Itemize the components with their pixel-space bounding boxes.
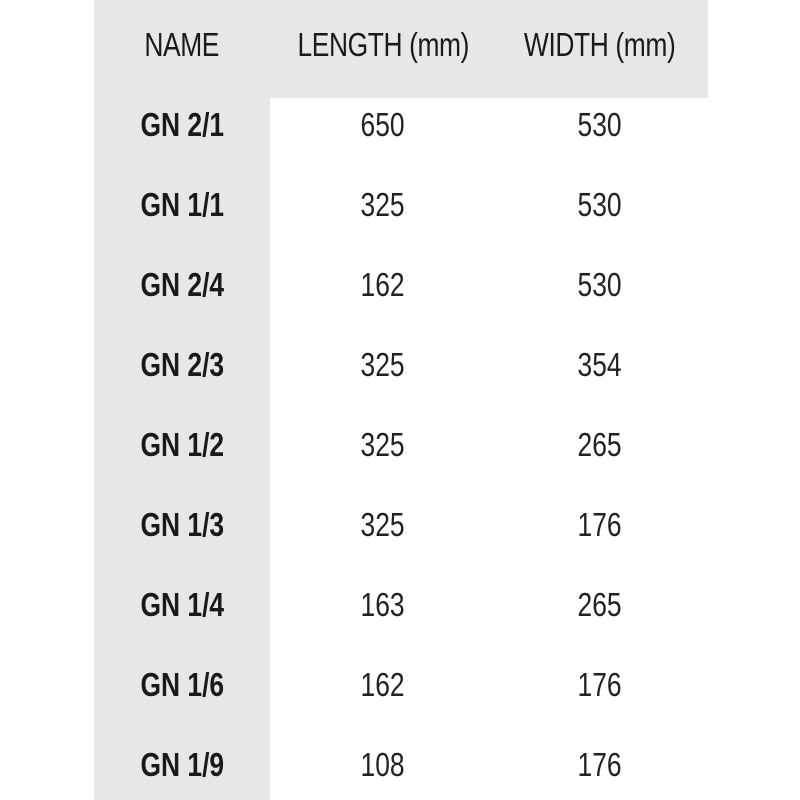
- cell-name: GN 1/4: [62, 585, 302, 625]
- header-length: LENGTH (mm): [263, 25, 503, 65]
- cell-length: 163: [263, 585, 503, 625]
- cell-text: 265: [577, 586, 623, 623]
- cell-text: GN 1/1: [140, 186, 224, 223]
- cell-text: 530: [577, 106, 623, 143]
- cell-length: 325: [263, 185, 503, 225]
- cell-name: GN 1/1: [62, 185, 302, 225]
- header-label: LENGTH (mm): [297, 26, 469, 63]
- cell-width: 265: [480, 425, 720, 465]
- cell-length: 108: [263, 745, 503, 785]
- cell-text: GN 1/4: [140, 586, 224, 623]
- cell-name: GN 2/1: [62, 105, 302, 145]
- cell-text: 325: [360, 426, 406, 463]
- cell-name: GN 1/2: [62, 425, 302, 465]
- header-label: WIDTH (mm): [524, 26, 676, 63]
- cell-length: 325: [263, 345, 503, 385]
- header-width: WIDTH (mm): [480, 25, 720, 65]
- cell-name: GN 1/3: [62, 505, 302, 545]
- cell-text: GN 2/3: [140, 346, 224, 383]
- cell-text: 176: [577, 666, 623, 703]
- header-label: NAME: [144, 26, 220, 63]
- cell-text: 530: [577, 186, 623, 223]
- cell-text: GN 2/1: [140, 106, 224, 143]
- cell-text: 325: [360, 506, 406, 543]
- cell-text: 530: [577, 266, 623, 303]
- cell-width: 265: [480, 585, 720, 625]
- cell-width: 530: [480, 265, 720, 305]
- cell-text: 650: [360, 106, 406, 143]
- cell-text: 325: [360, 346, 406, 383]
- header-name: NAME: [62, 25, 302, 65]
- cell-length: 325: [263, 425, 503, 465]
- cell-text: 163: [360, 586, 406, 623]
- cell-width: 176: [480, 745, 720, 785]
- cell-text: 176: [577, 506, 623, 543]
- cell-name: GN 2/4: [62, 265, 302, 305]
- cell-name: GN 1/9: [62, 745, 302, 785]
- cell-text: 176: [577, 746, 623, 783]
- cell-text: 265: [577, 426, 623, 463]
- name-column-background: [94, 0, 270, 800]
- cell-width: 176: [480, 505, 720, 545]
- cell-text: 162: [360, 266, 406, 303]
- cell-text: GN 2/4: [140, 266, 224, 303]
- cell-width: 176: [480, 665, 720, 705]
- cell-length: 162: [263, 665, 503, 705]
- cell-text: 162: [360, 666, 406, 703]
- cell-text: GN 1/6: [140, 666, 224, 703]
- cell-text: GN 1/2: [140, 426, 224, 463]
- cell-length: 325: [263, 505, 503, 545]
- cell-width: 530: [480, 185, 720, 225]
- cell-length: 162: [263, 265, 503, 305]
- cell-text: 354: [577, 346, 623, 383]
- cell-text: GN 1/9: [140, 746, 224, 783]
- cell-name: GN 2/3: [62, 345, 302, 385]
- cell-width: 530: [480, 105, 720, 145]
- cell-name: GN 1/6: [62, 665, 302, 705]
- cell-width: 354: [480, 345, 720, 385]
- cell-text: 325: [360, 186, 406, 223]
- cell-length: 650: [263, 105, 503, 145]
- cell-text: GN 1/3: [140, 506, 224, 543]
- cell-text: 108: [360, 746, 406, 783]
